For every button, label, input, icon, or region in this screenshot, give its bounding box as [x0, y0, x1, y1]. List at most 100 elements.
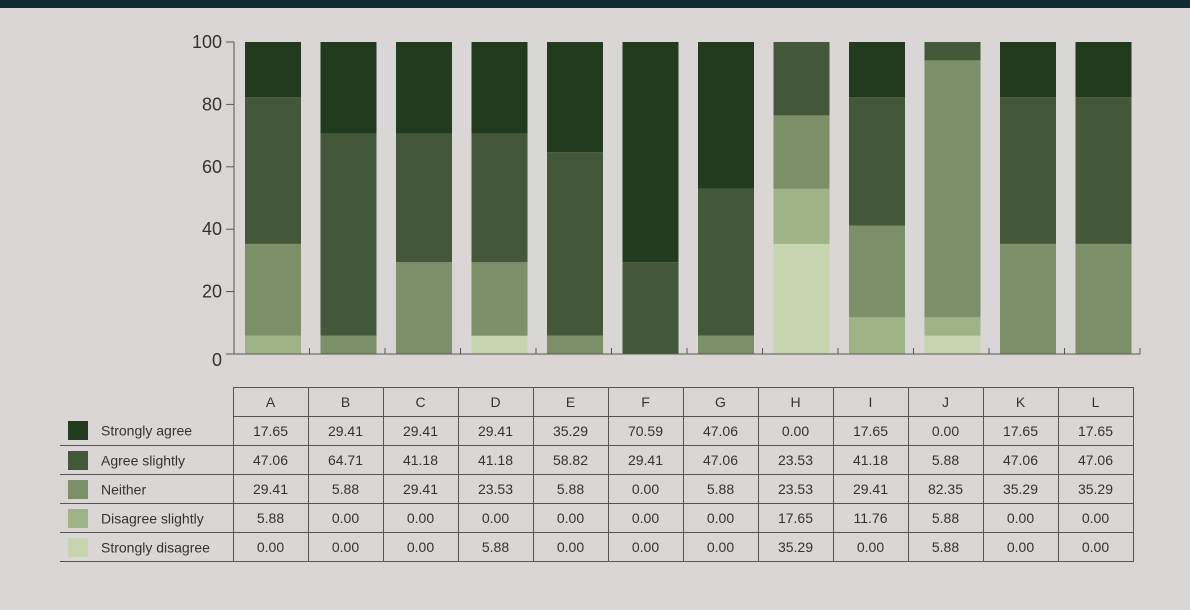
bar-C-neither — [396, 262, 452, 354]
table-cell: 5.88 — [457, 532, 534, 562]
legend-entry: Disagree slightly — [60, 503, 234, 533]
legend-swatch — [68, 479, 88, 499]
table-cell: 35.29 — [982, 474, 1059, 504]
bar-K-neither — [1000, 243, 1056, 354]
bar-D-agree-slightly — [471, 133, 528, 263]
table-cell: 0.00 — [457, 503, 534, 533]
table-cell: 5.88 — [682, 474, 759, 504]
table-cell: 0.00 — [307, 503, 384, 533]
bar-B-agree-slightly — [320, 133, 377, 336]
bar-J-disagree-slightly — [924, 317, 981, 336]
table-cell: 41.18 — [457, 445, 534, 475]
column-header: K — [982, 387, 1059, 417]
table-cell: 0.00 — [682, 503, 759, 533]
table-cell: 17.65 — [1057, 416, 1134, 446]
bar-G-neither — [698, 335, 754, 354]
table-cell: 0.00 — [307, 532, 384, 562]
bar-E-agree-slightly — [547, 152, 603, 336]
bar-C-strongly-agree — [396, 42, 452, 134]
table-cell: 29.41 — [382, 474, 459, 504]
column-header: C — [382, 387, 459, 417]
stacked-bar-chart: 0 20 40 60 80 100 — [192, 32, 1141, 370]
table-row: Strongly disagree 0.00 0.00 0.00 5.88 0.00 0.0… — [60, 532, 1134, 562]
column-header: J — [907, 387, 984, 417]
table-row: Agree slightly 47.06 64.71 41.18 41.18 58.82 2… — [60, 445, 1134, 475]
table-cell: 0.00 — [982, 503, 1059, 533]
bar-B-neither — [320, 335, 377, 354]
y-tick-label: 60 — [202, 157, 222, 177]
bar-L-strongly-agree — [1075, 42, 1132, 98]
bar-I-disagree-slightly — [849, 317, 905, 354]
table-cell: 0.00 — [1057, 503, 1134, 533]
legend-swatch — [68, 421, 88, 441]
table-cell: 0.00 — [532, 503, 609, 533]
bar-C-agree-slightly — [396, 133, 452, 263]
table-cell: 47.06 — [682, 416, 759, 446]
bar-E-neither — [547, 335, 603, 354]
y-tick-label: 40 — [202, 219, 222, 239]
bar-A-strongly-agree — [245, 42, 301, 98]
legend-entry: Strongly agree — [60, 416, 234, 446]
bar-H-neither — [773, 115, 830, 189]
bar-L-neither — [1075, 243, 1132, 354]
legend-swatch — [68, 537, 88, 557]
table-cell: 35.29 — [532, 416, 609, 446]
table-cell: 5.88 — [907, 445, 984, 475]
bar-D-neither — [471, 262, 528, 336]
legend-label: Strongly agree — [101, 422, 193, 439]
bar-I-neither — [849, 225, 905, 318]
legend-label: Strongly disagree — [101, 539, 210, 555]
bar-A-disagree-slightly — [245, 335, 301, 354]
column-header: D — [457, 387, 534, 417]
table-cell: 0.00 — [382, 532, 459, 562]
table-cell: 11.76 — [832, 503, 909, 533]
table-cell: 0.00 — [232, 532, 309, 562]
table-cell: 17.65 — [982, 416, 1059, 446]
table-cell: 0.00 — [532, 532, 609, 562]
column-header: H — [757, 387, 834, 417]
table-cell: 82.35 — [907, 474, 984, 504]
table-cell: 29.41 — [382, 416, 459, 446]
bar-D-strongly-agree — [471, 42, 528, 134]
bar-K-strongly-agree — [1000, 42, 1056, 98]
table-cell: 23.53 — [757, 445, 834, 475]
y-tick-label: 20 — [202, 282, 222, 302]
legend-swatch — [68, 508, 88, 528]
y-tick-label: 80 — [202, 94, 222, 114]
table-cell: 5.88 — [907, 503, 984, 533]
column-header: I — [832, 387, 909, 417]
bar-K-agree-slightly — [1000, 97, 1056, 244]
table-cell: 0.00 — [382, 503, 459, 533]
bar-D-strongly-disagree — [471, 335, 528, 354]
bar-F-strongly-agree — [622, 42, 679, 263]
bar-I-agree-slightly — [849, 97, 905, 226]
table-row: Disagree slightly 5.88 0.00 0.00 0.00 0.00 0.0… — [60, 503, 1134, 533]
bar-F-agree-slightly — [622, 262, 679, 354]
column-header: L — [1057, 387, 1134, 417]
table-cell: 64.71 — [307, 445, 384, 475]
table-cell: 47.06 — [682, 445, 759, 475]
column-header: B — [307, 387, 384, 417]
table-cell: 29.41 — [832, 474, 909, 504]
table-cell: 70.59 — [607, 416, 684, 446]
table-cell: 0.00 — [832, 532, 909, 562]
table-cell: 58.82 — [532, 445, 609, 475]
table-cell: 0.00 — [607, 474, 684, 504]
table-cell: 5.88 — [532, 474, 609, 504]
table-cell: 0.00 — [1057, 532, 1134, 562]
table-cell: 29.41 — [307, 416, 384, 446]
top-banner — [0, 0, 1190, 8]
bar-A-neither — [245, 243, 301, 336]
table-cell: 17.65 — [757, 503, 834, 533]
table-cell: 35.29 — [1057, 474, 1134, 504]
bar-H-agree-slightly — [773, 42, 830, 116]
table-cell: 0.00 — [982, 532, 1059, 562]
table-row: Strongly agree 17.65 29.41 29.41 29.41 35.29 7… — [60, 416, 1134, 446]
table-cell: 41.18 — [382, 445, 459, 475]
y-tick-label: 0 — [212, 350, 222, 370]
table-cell: 23.53 — [457, 474, 534, 504]
bar-J-neither — [924, 60, 981, 318]
legend-label: Agree slightly — [101, 452, 186, 468]
table-cell: 29.41 — [232, 474, 309, 504]
